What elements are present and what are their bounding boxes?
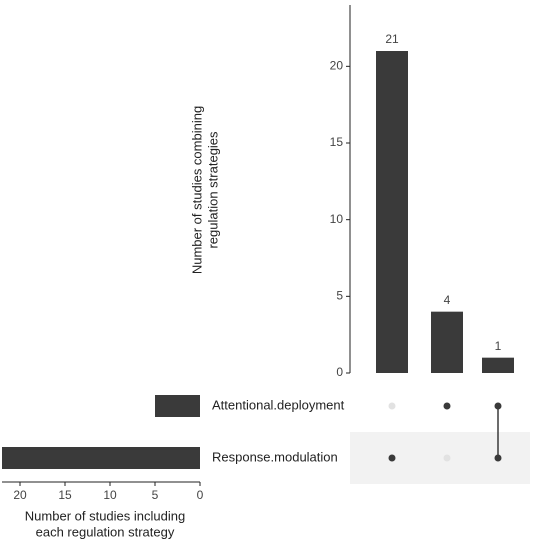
y-axis-title: Number of studies combining	[189, 106, 204, 274]
data-label: 4	[444, 293, 451, 307]
y-tick-label: 15	[330, 135, 344, 149]
y-axis-title: regulation strategies	[205, 131, 220, 249]
matrix-dot	[388, 454, 396, 462]
bar	[431, 311, 463, 373]
matrix-row-shade	[350, 432, 530, 484]
y-tick-label: 0	[336, 365, 343, 379]
matrix-dot	[443, 454, 451, 462]
x-tick-label: 15	[58, 488, 72, 502]
matrix-dot	[388, 402, 396, 410]
set-label: Attentional.deployment	[212, 397, 345, 412]
x-tick-label: 5	[152, 488, 159, 502]
x-axis-title: each regulation strategy	[36, 524, 175, 539]
set-size-bar	[155, 395, 200, 417]
y-tick-label: 10	[330, 212, 344, 226]
y-tick-label: 5	[336, 289, 343, 303]
data-label: 21	[385, 32, 399, 46]
bar	[376, 51, 408, 373]
data-label: 1	[495, 339, 502, 353]
bar	[482, 357, 514, 373]
set-label: Response.modulation	[212, 449, 338, 464]
x-tick-label: 0	[197, 488, 204, 502]
matrix-dot	[494, 454, 502, 462]
matrix-dot	[494, 402, 502, 410]
x-tick-label: 10	[103, 488, 117, 502]
matrix-dot	[443, 402, 451, 410]
set-size-bar	[2, 447, 200, 469]
x-axis-title: Number of studies including	[25, 508, 185, 523]
y-tick-label: 20	[330, 59, 344, 73]
x-tick-label: 20	[13, 488, 27, 502]
